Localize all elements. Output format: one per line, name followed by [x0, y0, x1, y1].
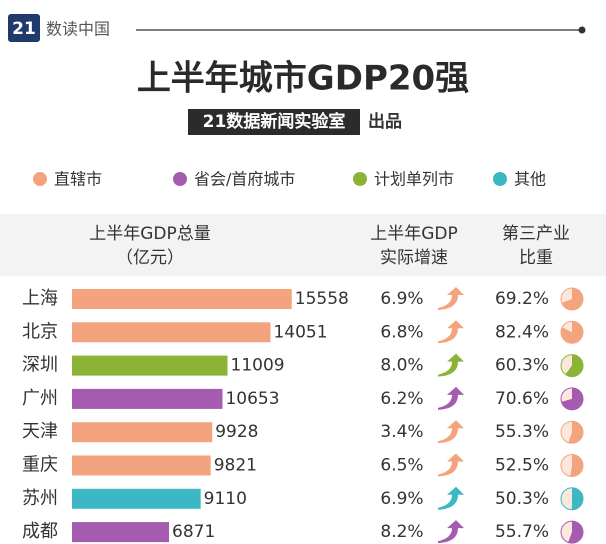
bar: [72, 355, 228, 376]
growth-label: 6.9%: [380, 489, 423, 509]
legend-label: 计划单列市: [374, 170, 454, 189]
column-header: 上半年GDP: [370, 224, 458, 244]
category-label: 广州: [22, 388, 58, 409]
category-label: 苏州: [22, 488, 58, 509]
share-label: 50.3%: [495, 489, 549, 509]
legend-label: 其他: [514, 170, 546, 189]
share-label: 52.5%: [495, 456, 549, 476]
pie-slice: [570, 454, 584, 477]
bar: [72, 522, 170, 543]
bar: [72, 455, 211, 476]
legend-swatch: [33, 172, 47, 186]
category-label: 重庆: [22, 455, 58, 476]
column-header: 比重: [519, 248, 553, 268]
subtitle-suffix: 出品: [368, 111, 402, 132]
pie-slice: [561, 321, 583, 344]
chart-title: 上半年城市GDP20强: [137, 59, 469, 99]
arrow: [438, 453, 464, 477]
pie-slice: [568, 521, 583, 544]
legend-swatch: [493, 172, 507, 186]
header-dot: [578, 26, 586, 34]
category-label: 深圳: [22, 355, 58, 376]
value-label: 9821: [214, 456, 257, 476]
legend-label: 省会/首府城市: [194, 170, 295, 189]
arrow: [438, 486, 464, 510]
growth-label: 8.0%: [380, 356, 423, 376]
column-header: 上半年GDP总量: [89, 224, 211, 244]
value-label: 11009: [231, 356, 285, 376]
value-label: 15558: [295, 289, 349, 309]
arrow: [438, 320, 464, 344]
legend-swatch: [353, 172, 367, 186]
subtitle-box: [188, 109, 360, 135]
arrow: [438, 520, 464, 544]
share-label: 82.4%: [495, 322, 549, 342]
value-label: 9110: [204, 489, 247, 509]
growth-label: 3.4%: [380, 422, 423, 442]
category-label: 天津: [22, 421, 58, 442]
share-label: 69.2%: [495, 289, 549, 309]
bar: [72, 488, 201, 509]
badge: 21: [12, 19, 36, 39]
bar: [72, 388, 223, 409]
pie-slice: [561, 387, 584, 410]
pie-slice: [565, 354, 584, 377]
value-label: 6871: [172, 522, 215, 542]
arrow: [438, 420, 464, 444]
growth-label: 6.8%: [380, 322, 423, 342]
share-label: 70.6%: [495, 389, 549, 409]
share-label: 55.7%: [495, 522, 549, 542]
share-label: 60.3%: [495, 356, 549, 376]
growth-label: 8.2%: [380, 522, 423, 542]
badge-box: [8, 14, 40, 42]
legend-swatch: [173, 172, 187, 186]
arrow: [438, 386, 464, 410]
value-label: 9928: [215, 422, 258, 442]
bar: [72, 322, 271, 343]
pie-slice: [568, 421, 584, 444]
column-header: 实际增速: [380, 248, 448, 268]
category-label: 成都: [22, 521, 58, 542]
bar: [72, 422, 213, 443]
bar: [72, 289, 292, 309]
pie-slice: [561, 288, 583, 310]
growth-label: 6.9%: [380, 289, 423, 309]
arrow: [438, 353, 464, 377]
pie-slice: [571, 487, 584, 510]
subtitle: 21数据新闻实验室: [203, 111, 346, 132]
growth-label: 6.2%: [380, 389, 423, 409]
value-label: 14051: [273, 322, 327, 342]
growth-label: 6.5%: [380, 456, 423, 476]
brand: 数读中国: [46, 20, 110, 39]
header-band: [0, 214, 606, 276]
share-label: 55.3%: [495, 422, 549, 442]
column-header: （亿元）: [116, 248, 184, 268]
category-label: 上海: [22, 288, 58, 309]
arrow: [438, 287, 464, 310]
column-header: 第三产业: [502, 224, 570, 244]
value-label: 10653: [225, 389, 279, 409]
legend-label: 直辖市: [54, 170, 102, 189]
category-label: 北京: [22, 321, 58, 342]
